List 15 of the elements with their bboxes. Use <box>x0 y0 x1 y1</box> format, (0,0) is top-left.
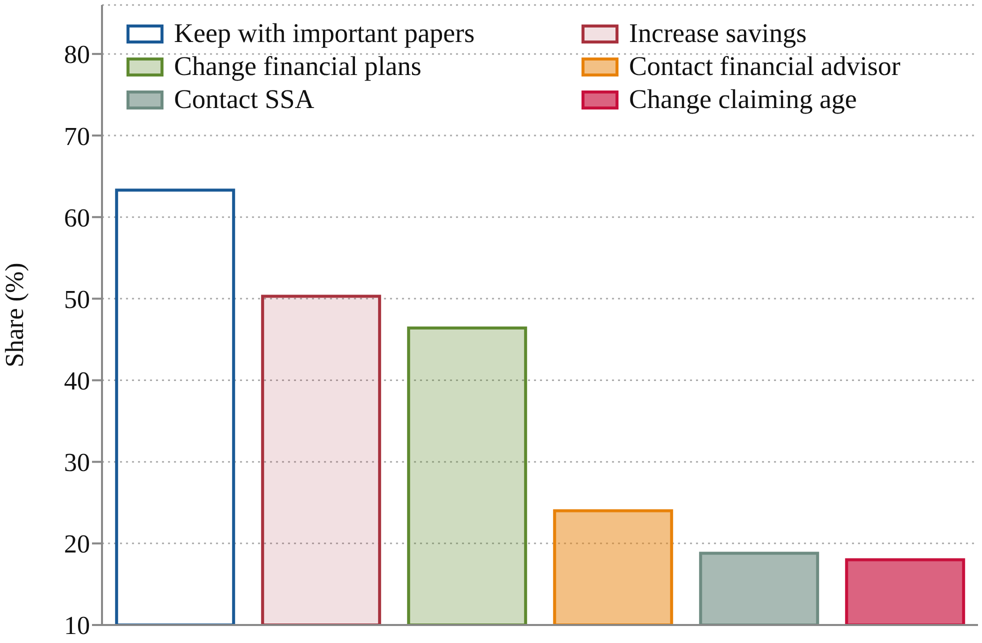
legend-label: Keep with important papers <box>174 18 475 49</box>
y-tick-label: 60 <box>64 203 90 232</box>
legend-label: Contact SSA <box>174 84 314 115</box>
y-tick-label: 80 <box>64 40 90 70</box>
y-tick-label: 40 <box>64 366 90 396</box>
legend-label: Change financial plans <box>174 51 422 82</box>
legend-label: Change claiming age <box>629 84 857 115</box>
y-axis-title: Share (%) <box>0 262 30 368</box>
legend-label: Increase savings <box>629 18 807 49</box>
y-tick-label: 10 <box>64 611 90 640</box>
y-tick-label: 70 <box>64 122 90 151</box>
legend-label: Contact financial advisor <box>629 51 900 82</box>
y-tick-label: 50 <box>64 284 90 314</box>
y-tick-label: 30 <box>64 448 90 478</box>
y-tick-label: 20 <box>64 530 90 559</box>
